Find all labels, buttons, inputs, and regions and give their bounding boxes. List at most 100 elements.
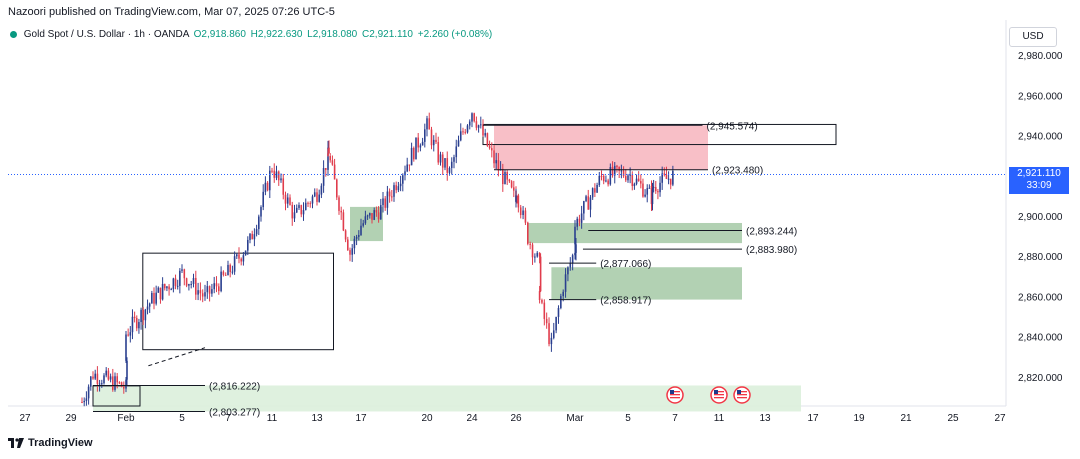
demand-zone (551, 267, 742, 300)
x-tick-label: Mar (566, 413, 584, 424)
candle-body (504, 172, 506, 185)
candle-body (633, 183, 636, 187)
candle-body (244, 250, 247, 256)
candle-body (522, 210, 524, 215)
candle-body (640, 181, 642, 184)
trend-dashed-line (148, 347, 206, 367)
publish-line: Nazoori published on TradingView.com, Ma… (8, 6, 335, 18)
candle-body (133, 316, 136, 318)
candle-body (527, 222, 529, 244)
footer-brand[interactable]: TradingView (8, 437, 93, 449)
candle-body (135, 317, 138, 329)
candle-body (142, 309, 145, 321)
candle-body (578, 218, 581, 223)
symbol-info-line: Gold Spot / U.S. Dollar · 1h · OANDA O2,… (10, 29, 492, 40)
candle-body (471, 113, 473, 122)
candle-body (148, 303, 151, 307)
candle-body (557, 308, 560, 317)
candle-body (406, 164, 408, 172)
candle-body (661, 173, 663, 183)
candle-body (170, 289, 173, 291)
candle-body (255, 229, 258, 235)
candle-body (109, 376, 112, 380)
candle-body (98, 383, 101, 385)
candle-body (206, 286, 209, 293)
candle-body (413, 147, 415, 160)
candle-body (375, 210, 378, 213)
candle-body (591, 188, 594, 198)
candle-body (231, 271, 234, 273)
candle-body (107, 370, 110, 380)
candle-body (437, 142, 440, 163)
candle-body (289, 197, 291, 205)
candle-body (185, 278, 188, 286)
candle-body (213, 283, 215, 290)
candle-body (120, 382, 123, 387)
supply-zone (494, 125, 708, 170)
y-tick-label: 2,860.000 (1018, 292, 1063, 303)
candle-body (249, 233, 251, 240)
level-label: (2,858.917) (600, 296, 651, 307)
currency-button[interactable]: USD (1009, 27, 1057, 47)
candle-body (179, 270, 181, 286)
candle-body (448, 167, 451, 173)
candle-body (92, 376, 94, 379)
candle-body (295, 207, 298, 213)
candle-body (199, 290, 202, 294)
candle-body (466, 125, 469, 133)
candle-body (624, 176, 627, 181)
candle-body (654, 187, 657, 192)
candle-body (322, 168, 325, 186)
candle-body (506, 172, 508, 180)
candle-body (157, 287, 160, 293)
demand-zone (350, 206, 383, 242)
candle-body (320, 185, 323, 195)
candle-body (247, 239, 249, 251)
candle-body (384, 198, 386, 208)
candle-body (166, 286, 168, 289)
candle-body (502, 168, 504, 185)
candle-body (328, 147, 330, 154)
candle-body (220, 271, 222, 292)
candle-body (651, 185, 654, 205)
candle-body (622, 170, 625, 177)
candle-body (648, 187, 651, 189)
candle-body (366, 215, 369, 217)
ohlc-low: L2,918.080 (307, 29, 358, 40)
ohlc-change: +2.260 (+0.08%) (417, 29, 493, 40)
candle-body (659, 182, 661, 193)
candle-body (87, 386, 90, 399)
candle-body (240, 258, 242, 262)
flag-stripe (714, 397, 724, 399)
candle-body (393, 185, 395, 197)
candle-body (567, 267, 569, 275)
candle-body (571, 255, 574, 264)
candle-body (468, 121, 471, 126)
level-label: (2,893.244) (746, 227, 797, 238)
symbol-name[interactable]: Gold Spot / U.S. Dollar · 1h · OANDA (23, 29, 189, 40)
candle-body (125, 379, 127, 389)
candle-body (269, 170, 271, 191)
y-tick-label: 2,840.000 (1018, 333, 1063, 344)
candle-body (159, 287, 162, 300)
y-tick-label: 2,960.000 (1018, 91, 1063, 102)
candle-body (513, 187, 515, 191)
candle-body (575, 244, 577, 253)
candle-body (114, 376, 116, 390)
candle-body (81, 401, 83, 403)
candle-body (342, 212, 345, 231)
candle-body (541, 299, 543, 303)
x-tick-label: 11 (714, 413, 725, 424)
candle-body (583, 201, 585, 214)
candle-body (672, 170, 674, 185)
level-label: (2,883.980) (746, 245, 797, 256)
candle-body (508, 179, 511, 182)
candle-body (188, 284, 190, 286)
candle-body (642, 183, 644, 197)
candle-body (382, 198, 384, 206)
candle-body (491, 148, 493, 151)
flag-stripe (714, 394, 724, 396)
tradingview-logo-icon (8, 438, 24, 448)
flag-canton (737, 390, 741, 394)
